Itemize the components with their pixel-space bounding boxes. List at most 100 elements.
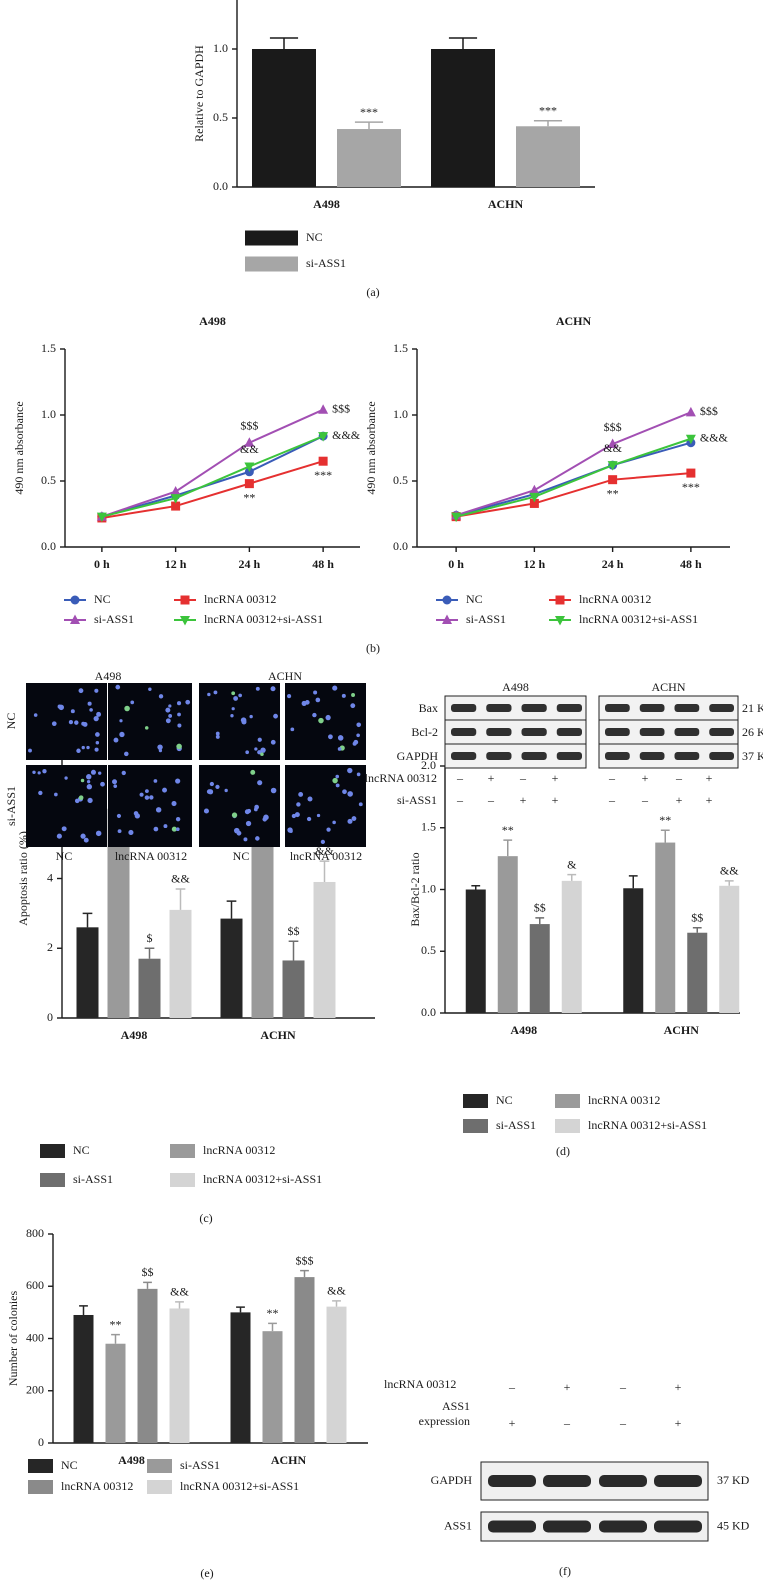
blot-band <box>451 704 477 712</box>
error-bar <box>111 1333 120 1344</box>
cell <box>215 731 220 736</box>
cell <box>294 812 300 818</box>
bar <box>137 1288 158 1443</box>
x-tick-label: A498 <box>118 1453 145 1467</box>
significance: $$ <box>691 911 703 925</box>
legend-marker <box>555 616 565 626</box>
series-line <box>455 441 692 517</box>
cell <box>74 720 79 725</box>
error-bar <box>269 37 299 49</box>
cell <box>76 748 81 753</box>
bar <box>282 960 305 1018</box>
legend-swatch <box>28 1459 53 1473</box>
significance: &&& <box>332 428 361 442</box>
cell <box>291 813 297 819</box>
blot-size-label: 26 KD <box>742 725 763 739</box>
significance: $$ <box>288 924 300 938</box>
cell <box>206 789 212 794</box>
significance: ** <box>659 813 671 827</box>
x-tick-label: A498 <box>510 1023 537 1037</box>
blot-band <box>451 728 477 736</box>
cell <box>134 813 140 819</box>
series-line <box>101 408 324 518</box>
cell <box>121 770 126 776</box>
bar <box>230 1312 251 1443</box>
cell <box>83 837 89 843</box>
point <box>96 512 107 523</box>
cell <box>153 826 159 832</box>
cell <box>176 743 182 750</box>
cell <box>86 774 92 780</box>
significance: $$$ <box>604 420 622 434</box>
y-tick-label: 0.5 <box>213 110 228 124</box>
cell <box>332 777 338 784</box>
legend-swatch <box>28 1480 53 1494</box>
error-bar <box>503 839 513 857</box>
blot-band <box>543 1475 591 1487</box>
point <box>451 512 462 523</box>
condition-label: ASS1 <box>442 1399 470 1413</box>
x-tick-label: 12 h <box>165 557 187 571</box>
condition-sign: + <box>552 793 559 807</box>
condition-sign: – <box>508 1380 516 1394</box>
cell <box>38 790 43 796</box>
cell <box>270 739 276 745</box>
legend-label: lncRNA 00312 <box>579 592 651 606</box>
x-tick-label: 24 h <box>602 557 624 571</box>
legend-label: lncRNA 00312+si-ASS1 <box>180 1479 299 1493</box>
panel-label: (c) <box>199 1211 212 1225</box>
y-tick-label: 0.0 <box>41 539 56 553</box>
blot-band <box>639 728 665 736</box>
y-axis-label: Number of colonies <box>6 1291 20 1387</box>
cell <box>28 748 32 753</box>
legend-label: lncRNA 00312+si-ASS1 <box>588 1118 707 1132</box>
bar <box>337 129 401 187</box>
cell <box>37 771 41 775</box>
cell <box>207 692 211 697</box>
cell <box>116 813 122 819</box>
chart-title: ACHN <box>556 314 592 328</box>
y-tick-label: 2.0 <box>421 758 436 772</box>
blot-band <box>605 704 630 712</box>
legend-swatch <box>555 1094 580 1108</box>
significance: $$ <box>534 901 546 915</box>
blot-band <box>599 1475 647 1487</box>
point <box>608 475 618 485</box>
significance: ** <box>110 1317 122 1331</box>
error-bar <box>82 912 93 928</box>
significance: $$$ <box>240 418 258 432</box>
series-line <box>101 435 324 518</box>
cell <box>144 795 150 800</box>
blot-size-label: 37 KD <box>717 1473 750 1487</box>
y-axis-label: 490 nm absorbance <box>364 401 378 494</box>
legend-label: si-ASS1 <box>94 612 134 626</box>
cell <box>100 781 105 787</box>
micrograph <box>26 683 107 760</box>
legend-label: lncRNA 00312+si-ASS1 <box>579 612 698 626</box>
blot-band <box>605 752 630 760</box>
column-label: lncRNA 00312 <box>115 849 187 863</box>
blot-band <box>654 1520 702 1533</box>
cell <box>273 713 278 719</box>
bar <box>431 49 495 187</box>
x-tick-label: ACHN <box>271 1453 307 1467</box>
blot-band <box>605 728 630 736</box>
cell <box>298 792 304 797</box>
error-bar <box>236 1306 245 1313</box>
y-tick-label: 0.5 <box>41 473 56 487</box>
cell <box>86 745 90 750</box>
condition-sign: + <box>675 1380 682 1394</box>
cell <box>78 795 84 801</box>
point <box>685 434 696 445</box>
legend-label: lncRNA 00312+si-ASS1 <box>203 1172 322 1186</box>
cell <box>175 778 181 784</box>
x-tick-label: A498 <box>313 197 340 211</box>
cell <box>113 737 119 743</box>
point <box>244 437 255 447</box>
significance: && <box>315 844 334 858</box>
legend-label: NC <box>496 1093 513 1107</box>
cell <box>144 789 149 794</box>
cell <box>312 712 317 718</box>
legend-swatch <box>555 1119 580 1133</box>
